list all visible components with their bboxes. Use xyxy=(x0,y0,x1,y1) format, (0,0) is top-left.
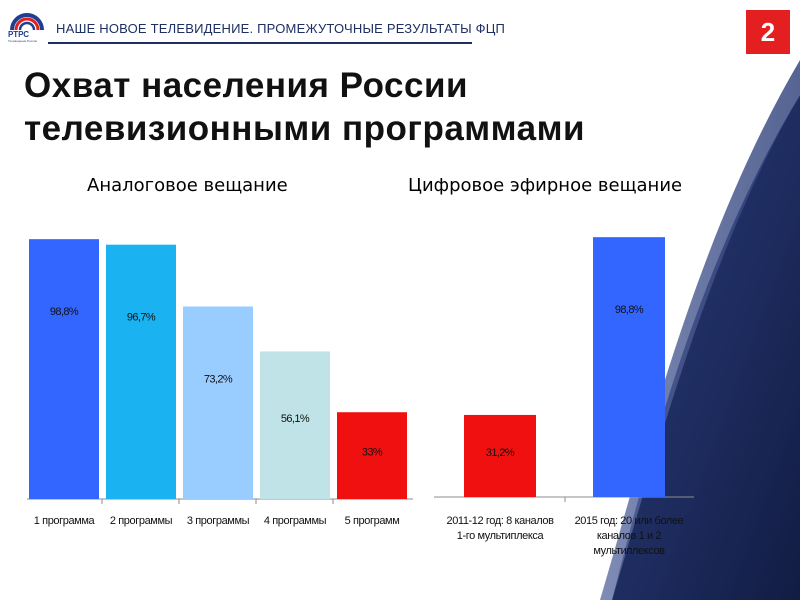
analog-category-label-line: 1 программа xyxy=(34,515,96,527)
page-title-line-1: Охват населения России xyxy=(24,66,469,105)
analog-data-label: 96,7% xyxy=(127,312,156,324)
analog-data-label: 56,1% xyxy=(281,413,310,425)
digital-category-label-line: 2011-12 год: 8 каналов xyxy=(446,515,554,527)
digital-bar xyxy=(464,414,536,497)
analog-category-label: 1 программа xyxy=(34,515,96,527)
digital-bar xyxy=(593,237,665,497)
rtrs-logo: РТРС Телевидение России xyxy=(6,8,48,43)
analog-category-label-line: 3 программы xyxy=(187,515,250,527)
analog-category-label: 5 программ xyxy=(345,515,400,527)
analog-bar xyxy=(337,412,407,499)
logo-emblem-icon xyxy=(10,13,44,31)
analog-chart-title: Аналоговое вещание xyxy=(87,175,288,196)
digital-data-label: 98,8% xyxy=(615,304,644,316)
analog-category-label: 2 программы xyxy=(110,515,173,527)
digital-category-label: 2015 год: 20 или более каналов 1 и 2 мульт… xyxy=(575,515,684,557)
analog-bar xyxy=(183,306,253,499)
header-divider xyxy=(48,42,472,44)
page-title-line-2: телевизионными программами xyxy=(24,109,585,148)
logo-text: РТРС xyxy=(8,30,30,39)
digital-category-label-line: каналов 1 и 2 xyxy=(597,530,661,542)
analog-category-label: 4 программы xyxy=(264,515,327,527)
analog-category-label: 3 программы xyxy=(187,515,250,527)
digital-category-label-line: 1-го мультиплекса xyxy=(457,530,545,542)
digital-chart-title: Цифровое эфирное вещание xyxy=(408,175,683,196)
digital-data-label: 31,2% xyxy=(486,447,515,459)
analog-category-label-line: 2 программы xyxy=(110,515,173,527)
analog-data-label: 73,2% xyxy=(204,373,233,385)
analog-bar xyxy=(29,239,99,499)
analog-data-label: 98,8% xyxy=(50,306,79,318)
page-number-badge: 2 xyxy=(746,10,790,54)
digital-category-label-line: мультиплексов xyxy=(593,545,665,557)
digital-category-label: 2011-12 год: 8 каналов 1-го мультиплекса xyxy=(446,515,554,542)
logo-subtitle: Телевидение России xyxy=(8,39,38,43)
page-title: Охват населения России телевизионными пр… xyxy=(24,64,585,150)
analog-data-label: 33% xyxy=(362,446,383,458)
analog-bar xyxy=(260,351,330,499)
analog-category-label-line: 5 программ xyxy=(345,515,400,527)
digital-category-label-line: 2015 год: 20 или более xyxy=(575,515,684,527)
section-title: НАШЕ НОВОЕ ТЕЛЕВИДЕНИЕ. ПРОМЕЖУТОЧНЫЕ РЕ… xyxy=(56,21,506,36)
analog-bar xyxy=(106,244,176,499)
analog-category-label-line: 4 программы xyxy=(264,515,327,527)
